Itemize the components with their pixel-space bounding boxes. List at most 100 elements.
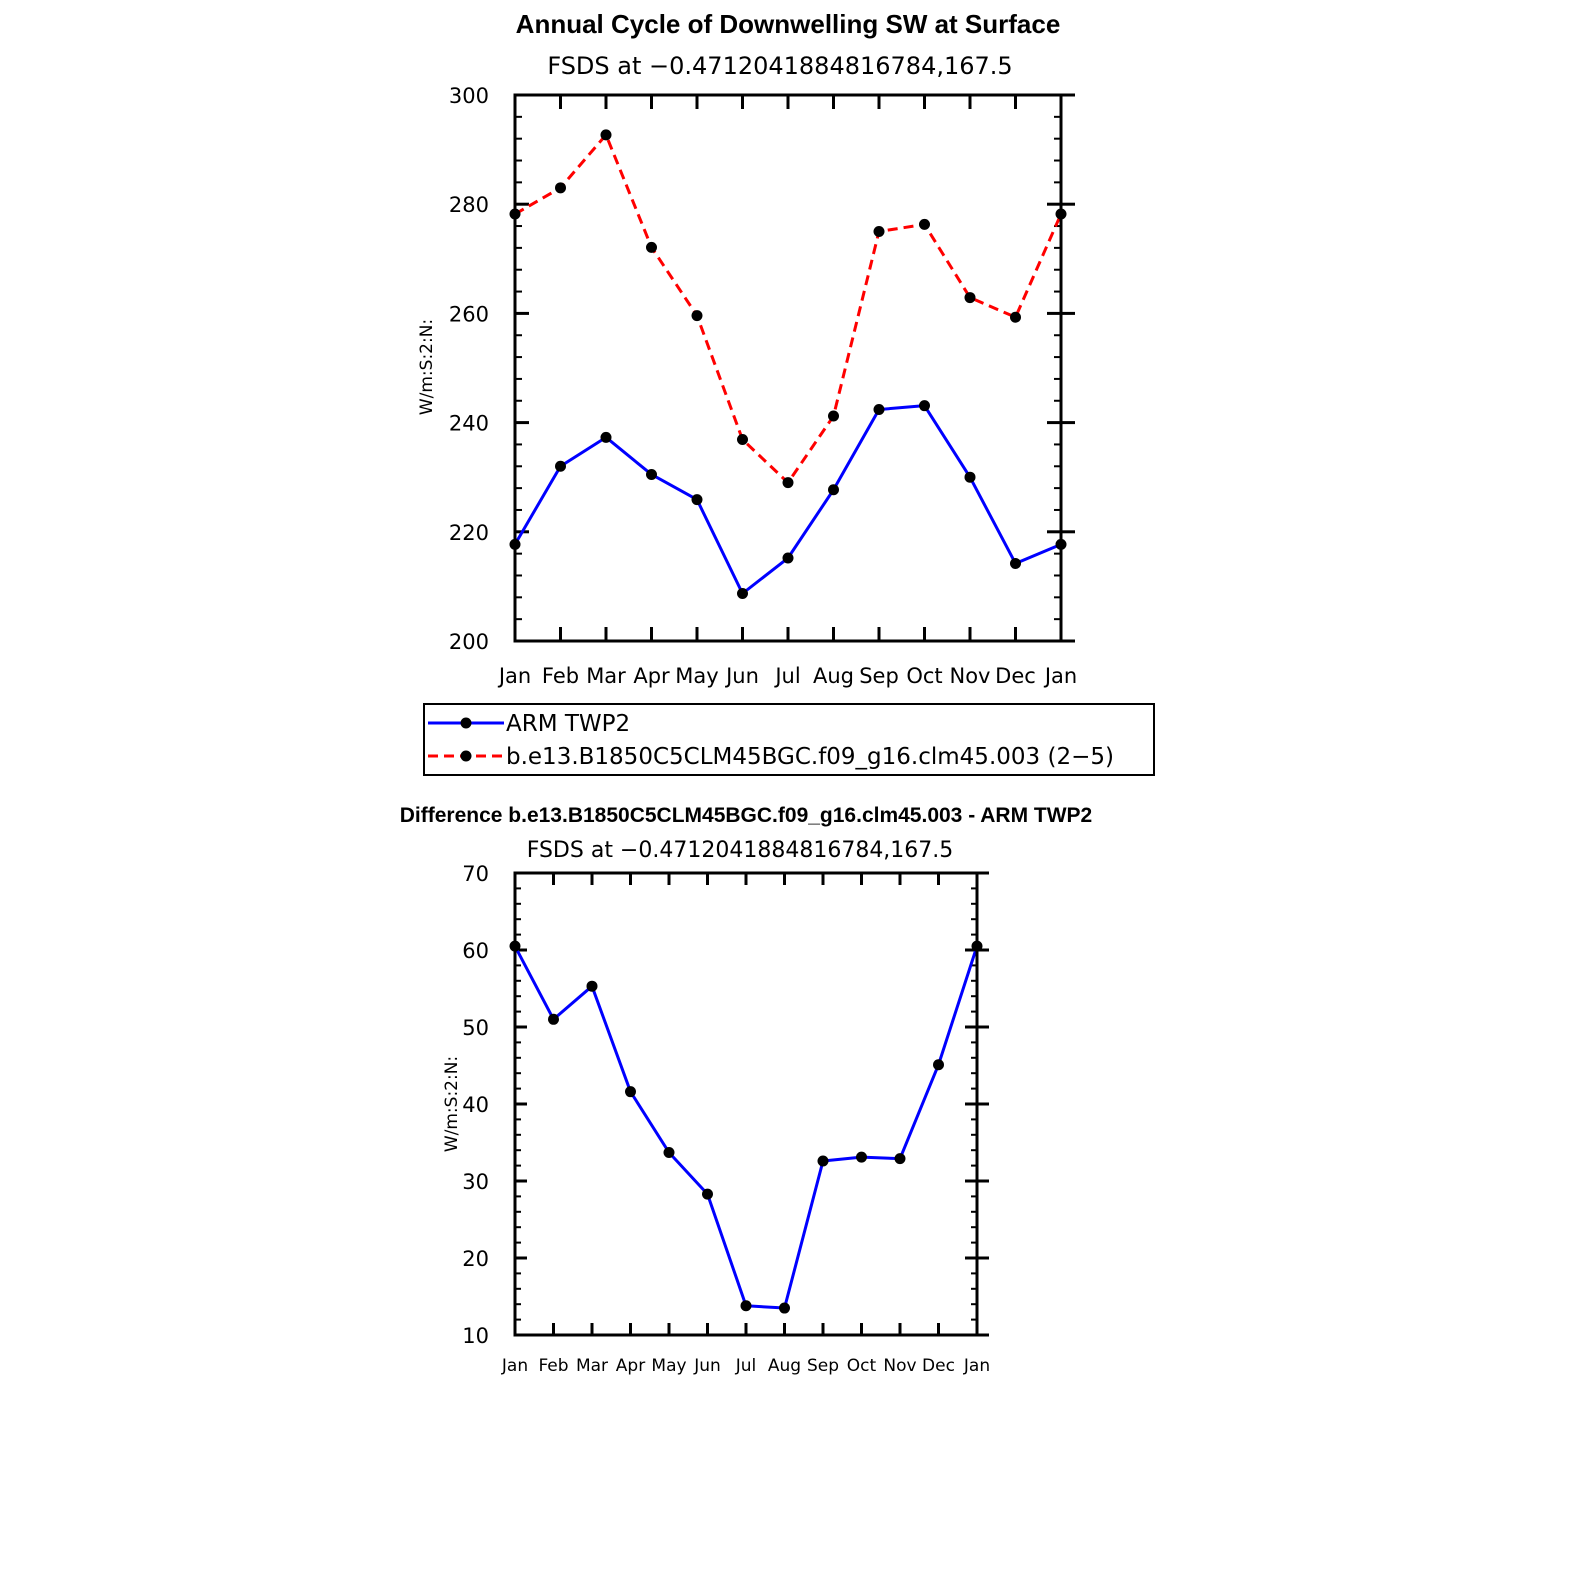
y-tick-label: 70 (462, 862, 489, 886)
data-point (740, 1300, 752, 1312)
data-point (919, 218, 930, 230)
x-tick-label: Aug (768, 1356, 801, 1376)
x-tick-label: Jan (497, 664, 531, 688)
data-point (856, 1151, 867, 1163)
chart-title: Annual Cycle of Downwelling SW at Surfac… (516, 9, 1061, 39)
data-point (691, 310, 703, 322)
data-point (600, 129, 612, 141)
x-tick-label: Apr (633, 664, 670, 688)
y-axis-label: W/m:S:2:N: (417, 319, 437, 415)
data-point (646, 241, 657, 253)
data-point (1010, 311, 1021, 323)
chart-subtitle: FSDS at −0.4712041884816784,167.5 (547, 52, 1012, 80)
y-tick-label: 20 (462, 1247, 489, 1271)
x-tick-label: May (675, 664, 718, 688)
y-tick-label: 40 (462, 1093, 489, 1117)
data-point (548, 1013, 559, 1025)
legend: ARM TWP2 b.e13.B1850C5CLM45BGC.f09_g16.c… (423, 703, 1155, 776)
x-tick-labels: Jan Feb Mar Apr May Jun Jul Aug Sep Oct … (497, 664, 1077, 688)
x-tick-labels: Jan Feb Mar Apr May Jun Jul Aug Sep Oct … (501, 1356, 990, 1376)
y-tick-label: 60 (462, 939, 489, 963)
x-tick-label: Sep (859, 664, 899, 688)
y-tick-label: 300 (449, 84, 489, 108)
data-point (828, 410, 839, 422)
data-point (737, 587, 748, 599)
series-layer (509, 129, 1067, 599)
data-point (782, 552, 794, 564)
y-tick-label: 220 (449, 521, 489, 545)
plot-frame (513, 93, 1063, 643)
legend-marker-arm (460, 717, 472, 729)
x-tick-label: Dec (922, 1356, 955, 1376)
data-point (894, 1153, 906, 1165)
x-tick-label: Apr (616, 1356, 645, 1376)
data-point (600, 431, 612, 443)
data-point (873, 403, 885, 415)
data-point (1010, 557, 1021, 569)
data-point (737, 434, 748, 446)
data-point (782, 477, 794, 489)
data-point (646, 468, 657, 480)
x-tick-label: Aug (813, 664, 854, 688)
data-point (933, 1059, 944, 1071)
series-line-1 (514, 133, 1063, 485)
y-tick-label: 280 (449, 193, 489, 217)
data-point (586, 980, 598, 992)
data-point (964, 471, 976, 483)
y-tick-label: 240 (449, 412, 489, 436)
legend-box (423, 703, 1155, 776)
axis-ticks (513, 871, 989, 1337)
data-point (625, 1086, 636, 1098)
x-tick-label: May (651, 1356, 686, 1376)
data-point (555, 182, 566, 194)
y-tick-label: 30 (462, 1170, 489, 1194)
x-tick-label: Jan (501, 1356, 528, 1376)
data-point (779, 1302, 790, 1314)
x-tick-label: Jul (735, 1356, 757, 1376)
x-tick-label: Jul (773, 664, 800, 688)
legend-label-arm: ARM TWP2 (506, 711, 630, 737)
x-tick-label: Jun (693, 1356, 721, 1376)
x-tick-label: Jan (1043, 664, 1077, 688)
difference-chart: Difference b.e13.B1850C5CLM45BGC.f09_g16… (400, 804, 1093, 1376)
x-tick-label: Dec (995, 664, 1036, 688)
x-tick-label: Oct (906, 664, 942, 688)
x-tick-label: Feb (542, 664, 579, 688)
x-tick-label: Feb (538, 1356, 568, 1376)
annual-cycle-chart: Annual Cycle of Downwelling SW at Surfac… (417, 9, 1155, 776)
y-tick-label: 10 (462, 1324, 489, 1348)
legend-marker-model (460, 750, 472, 762)
y-tick-labels: 10 20 30 40 50 60 70 (462, 862, 489, 1348)
x-tick-label: Sep (807, 1356, 839, 1376)
series-line-0 (513, 404, 1062, 595)
data-point (663, 1147, 675, 1159)
x-tick-label: Mar (576, 1356, 608, 1376)
data-point (828, 484, 839, 496)
x-tick-label: Mar (586, 664, 626, 688)
chart-subtitle: FSDS at −0.4712041884816784,167.5 (527, 838, 954, 863)
data-point (555, 460, 566, 472)
chart-title: Difference b.e13.B1850C5CLM45BGC.f09_g16… (400, 804, 1093, 827)
y-axis-label: W/m:S:2:N: (442, 1056, 462, 1152)
data-point (702, 1188, 713, 1200)
legend-label-model: b.e13.B1850C5CLM45BGC.f09_g16.clm45.003 … (506, 744, 1114, 770)
data-point (873, 226, 885, 237)
y-tick-label: 50 (462, 1016, 489, 1040)
data-point (919, 400, 930, 412)
x-tick-label: Jan (963, 1356, 990, 1376)
data-point (964, 292, 976, 304)
x-tick-label: Jun (724, 664, 759, 688)
x-tick-label: Oct (847, 1356, 877, 1376)
axis-ticks (513, 93, 1075, 643)
series-line-0 (513, 945, 979, 1310)
series-layer (509, 940, 983, 1314)
y-tick-label: 260 (449, 302, 489, 326)
y-tick-label: 200 (449, 630, 489, 654)
y-tick-labels: 200 220 240 260 280 300 (449, 84, 489, 654)
plot-frame (513, 871, 979, 1337)
data-point (691, 494, 703, 506)
x-tick-label: Nov (950, 664, 991, 688)
data-point (817, 1155, 829, 1167)
x-tick-label: Nov (883, 1356, 916, 1376)
